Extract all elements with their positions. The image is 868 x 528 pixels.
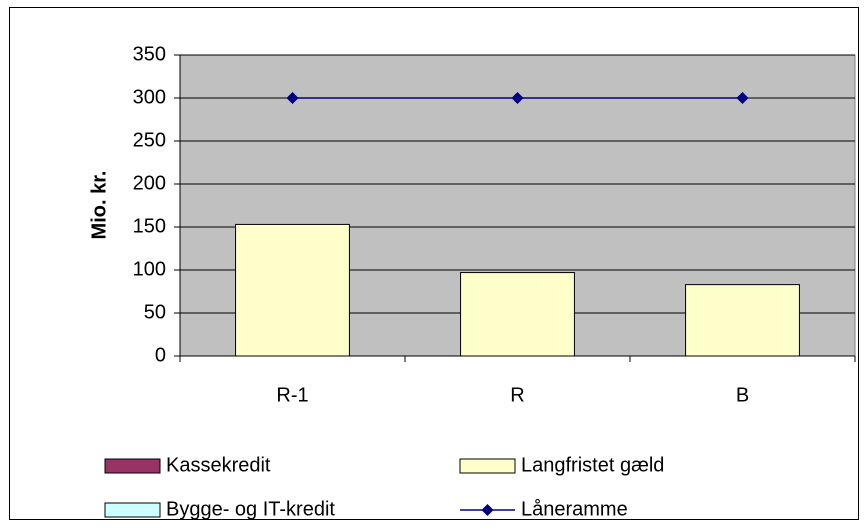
legend-swatch	[104, 458, 161, 474]
y-tick-label: 150	[133, 215, 166, 237]
line-marker	[736, 92, 749, 104]
line-marker	[286, 92, 299, 104]
x-tick-label: R	[510, 384, 524, 406]
line-marker	[511, 92, 524, 104]
legend-label: Bygge- og IT-kredit	[166, 498, 335, 520]
x-tick-label: R-1	[276, 384, 308, 406]
y-axis-label: Mio. kr.	[88, 171, 110, 240]
y-tick-label: 300	[133, 86, 166, 108]
legend-label: Kassekredit	[166, 454, 271, 476]
y-tick-label: 0	[155, 344, 166, 366]
y-tick-label: 50	[144, 301, 166, 323]
legend-swatch	[104, 502, 161, 518]
legend-marker	[481, 504, 494, 516]
legend-swatch	[459, 458, 516, 474]
y-tick-label: 350	[133, 43, 166, 65]
bar	[685, 284, 800, 357]
y-tick-label: 200	[133, 172, 166, 194]
legend-label: Langfristet gæld	[521, 454, 664, 476]
y-tick-label: 100	[133, 258, 166, 280]
legend-label: Låneramme	[521, 498, 628, 520]
x-tick-label: B	[736, 384, 749, 406]
bar	[235, 223, 350, 357]
y-tick-label: 250	[133, 129, 166, 151]
bar	[460, 272, 575, 357]
